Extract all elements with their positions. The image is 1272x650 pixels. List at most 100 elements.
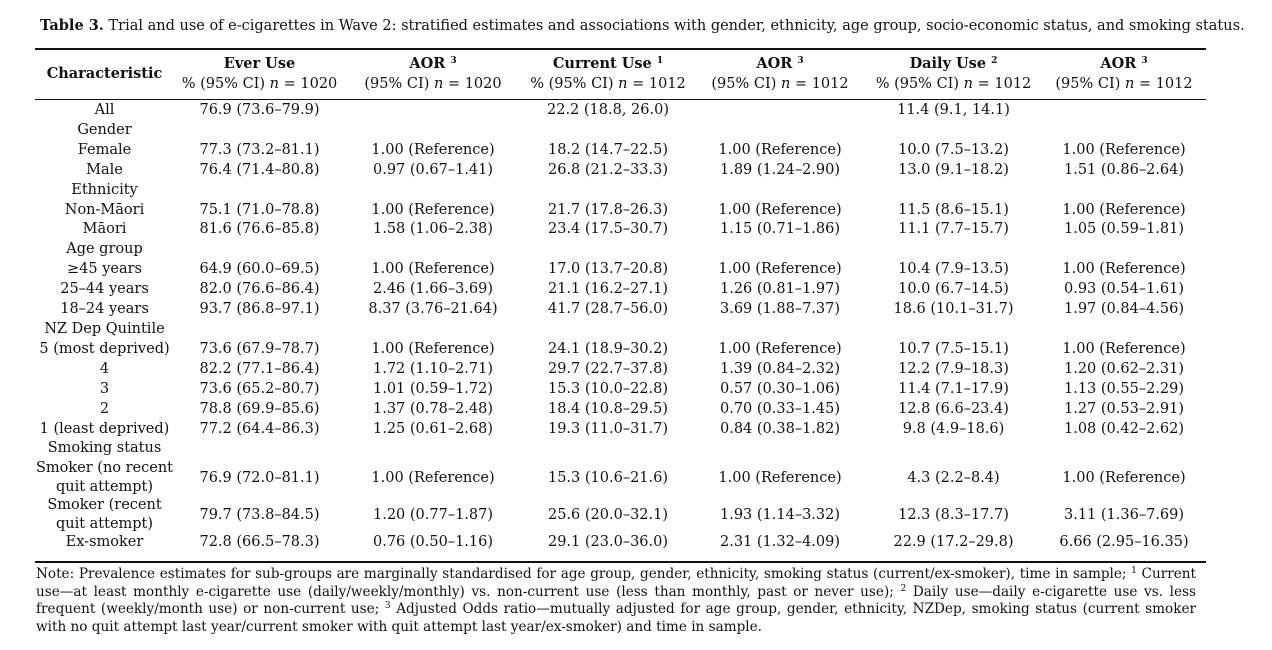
table-cell: 11.4 (7.1–17.9) — [898, 380, 1009, 397]
column-header-subtitle: (95% CI) n = 1020 — [364, 76, 502, 92]
table-cell: 1.01 (0.59–1.72) — [372, 380, 494, 397]
table-cell: 1.00 (Reference) — [718, 340, 842, 357]
row-label: All — [94, 102, 115, 118]
table-row: Māori 81.6 (76.6–85.8) 1.58 (1.06–2.38) 23.… — [35, 220, 1206, 240]
table-cell — [865, 439, 1042, 459]
table-cell: 0.84 (0.38–1.82) — [719, 420, 841, 437]
row-label: Female — [77, 141, 132, 158]
row-label: NZ Dep Quintile — [44, 320, 165, 337]
row-label: 2 — [99, 400, 110, 417]
table-cell: 1.51 (0.86–2.64) — [1063, 161, 1185, 178]
table-cell: 72.8 (66.5–78.3) — [199, 534, 320, 551]
table-cell: 1.37 (0.78–2.48) — [372, 400, 494, 417]
table-note: Note: Prevalence estimates for sub-group… — [36, 566, 1196, 636]
table-cell: 10.7 (7.5–15.1) — [898, 340, 1009, 357]
column-header-title-text: AOR — [409, 55, 446, 72]
table-cell: 1.00 (Reference) — [371, 201, 495, 218]
row-label: 25–44 years — [60, 281, 149, 298]
column-header-title: Daily Use 2 — [865, 54, 1042, 74]
row-label: 18–24 years — [60, 301, 149, 318]
table-cell — [345, 121, 521, 141]
table-cell: 11.4 (9.1, 14.1) — [897, 102, 1010, 118]
table-cell — [345, 181, 521, 201]
table-cell: 93.7 (86.8–97.1) — [199, 301, 320, 318]
column-header-footnote-marker: 2 — [991, 56, 998, 66]
table-cell: 10.4 (7.9–13.5) — [898, 261, 1009, 278]
table-cell — [521, 181, 695, 201]
table-row: Ethnicity — [35, 181, 1206, 201]
column-header-subtitle: % (95% CI) n = 1012 — [530, 76, 686, 92]
column-header-subtitle: (95% CI) n = 1012 — [711, 76, 849, 92]
table-cell: 0.97 (0.67–1.41) — [372, 161, 494, 178]
table-cell — [174, 439, 345, 459]
table-cell — [1042, 121, 1206, 141]
table-cell: 1.20 (0.77–1.87) — [372, 506, 494, 523]
table-cell — [695, 240, 865, 260]
table-row: NZ Dep Quintile — [35, 320, 1206, 340]
row-label: Gender — [77, 121, 132, 138]
table-cell: 1.15 (0.71–1.86) — [719, 221, 841, 238]
table-cell: 76.9 (72.0–81.1) — [199, 469, 320, 486]
column-header-title: AOR 3 — [1042, 54, 1206, 74]
table-cell: 8.37 (3.76–21.64) — [368, 301, 498, 318]
table-cell: 0.76 (0.50–1.16) — [372, 534, 494, 551]
table-cell: 77.3 (73.2–81.1) — [199, 141, 320, 158]
table-header-row: Characteristic Ever Use % (95% CI) n = 102… — [35, 50, 1206, 98]
table-cell: 21.7 (17.8–26.3) — [547, 201, 669, 218]
table-cell: 22.2 (18.8, 26.0) — [547, 102, 669, 118]
table-cell — [865, 181, 1042, 201]
column-header-footnote-marker: 1 — [656, 56, 664, 66]
table-cell: 82.2 (77.1–86.4) — [199, 360, 320, 377]
column-header-title: Current Use 1 — [521, 54, 695, 74]
row-label: Smoking status — [47, 440, 162, 457]
table-cell — [174, 320, 345, 340]
table-cell — [345, 98, 521, 121]
table-cell: 76.9 (73.6–79.9) — [199, 102, 320, 118]
table-cell — [345, 240, 521, 260]
table-row: Ex-smoker 72.8 (66.5–78.3) 0.76 (0.50–1.16… — [35, 533, 1206, 553]
table-cell — [174, 121, 345, 141]
table-cell: 1.25 (0.61–2.68) — [372, 420, 494, 437]
table-cell: 1.20 (0.62–2.31) — [1063, 360, 1185, 377]
table-cell — [1042, 320, 1206, 340]
table-cell: 1.00 (Reference) — [1062, 141, 1186, 158]
table-cell: 0.93 (0.54–1.61) — [1063, 281, 1185, 298]
table-row: Non-Māori 75.1 (71.0–78.8) 1.00 (Reference… — [35, 201, 1206, 221]
table-cell — [521, 121, 695, 141]
row-label: Male — [86, 161, 123, 178]
table-cell — [174, 181, 345, 201]
column-header-1: Ever Use % (95% CI) n = 1020 — [174, 50, 345, 98]
table-cell: 1.00 (Reference) — [371, 141, 495, 158]
column-header-5: Daily Use 2 % (95% CI) n = 1012 — [865, 50, 1042, 98]
table-cell: 18.6 (10.1–31.7) — [893, 301, 1014, 318]
table-cell: 29.1 (23.0–36.0) — [547, 534, 669, 551]
table-cell: 26.8 (21.2–33.3) — [547, 161, 669, 178]
table-top-rule — [35, 48, 1206, 50]
note-footnote-1-marker: 1 — [1131, 566, 1137, 576]
table-cell: 1.27 (0.53–2.91) — [1063, 400, 1185, 417]
table-row: 25–44 years 82.0 (76.6–86.4) 2.46 (1.66–3.… — [35, 280, 1206, 300]
table-cell: 1.93 (1.14–3.32) — [719, 506, 841, 523]
table-cell: 15.3 (10.0–22.8) — [547, 380, 669, 397]
table-cell: 1.00 (Reference) — [371, 261, 495, 278]
table-cell: 1.00 (Reference) — [1062, 469, 1186, 486]
row-label: Ethnicity — [71, 181, 138, 198]
table-cell: 10.0 (7.5–13.2) — [898, 141, 1009, 158]
row-label: 4 — [99, 360, 110, 377]
table-cell: 64.9 (60.0–69.5) — [199, 261, 320, 278]
table-cell: 1.05 (0.59–1.81) — [1063, 221, 1185, 238]
column-header-title-text: Characteristic — [46, 65, 163, 82]
row-label: Ex-smoker — [65, 534, 144, 551]
table-cell — [521, 439, 695, 459]
column-header-title-text: Ever Use — [223, 55, 296, 72]
table-cell: 1.39 (0.84–2.32) — [719, 360, 841, 377]
table-cell — [695, 98, 865, 121]
column-header-footnote-marker: 3 — [797, 56, 804, 66]
table-cell — [865, 240, 1042, 260]
table-cell: 23.4 (17.5–30.7) — [547, 221, 669, 238]
table-row: Smoking status — [35, 439, 1206, 459]
note-footnote-3-marker: 3 — [384, 601, 391, 611]
table-cell: 12.3 (8.3–17.7) — [898, 506, 1009, 523]
results-table: Characteristic Ever Use % (95% CI) n = 102… — [35, 50, 1206, 553]
note-text-3: Daily use—daily e-cigarette use vs. less… — [36, 583, 1196, 618]
